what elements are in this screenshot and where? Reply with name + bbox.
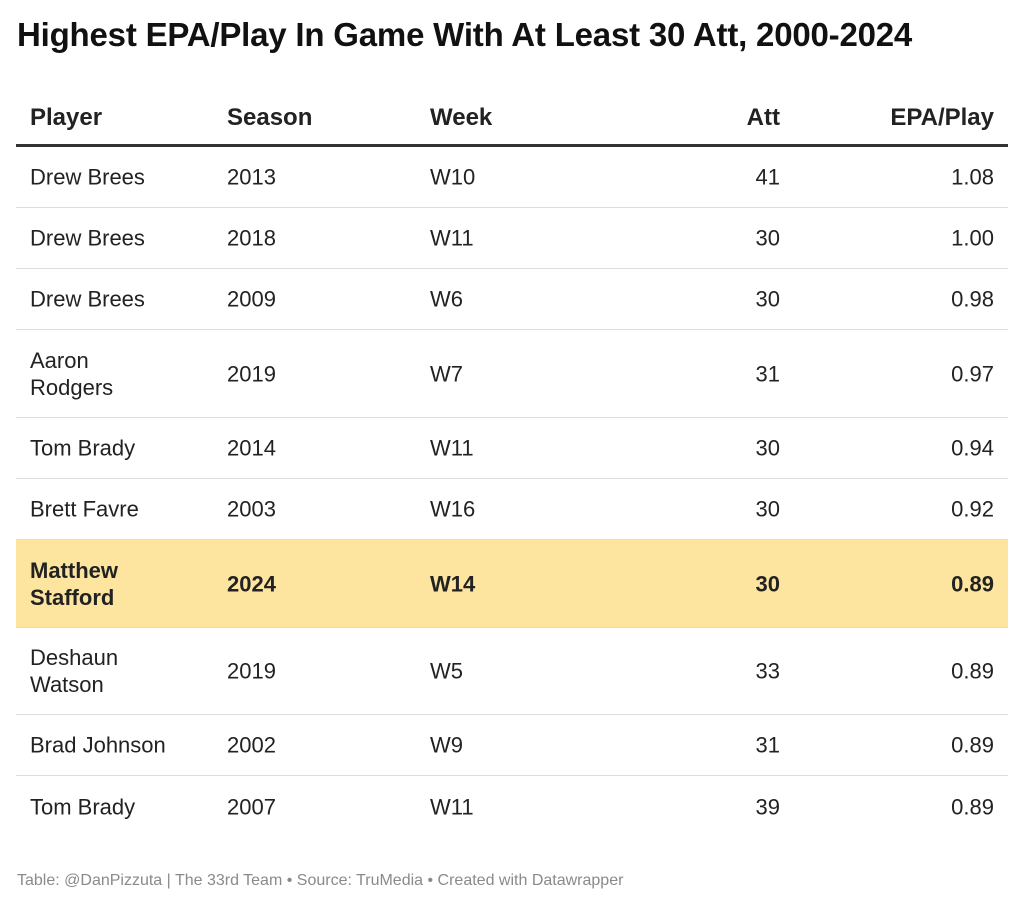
cell-epa-play: 0.98 (951, 286, 994, 312)
cell-player: Deshaun Watson (30, 645, 119, 697)
cell-season: 2024 (227, 571, 276, 596)
cell-att: 31 (755, 361, 780, 386)
cell-season: 2007 (227, 794, 276, 819)
cell-att: 30 (755, 496, 780, 522)
table-row: Drew Brees 2013 W10 41 1.08 (16, 147, 1008, 208)
cell-att: 30 (755, 435, 780, 461)
header-att[interactable]: Att (746, 104, 780, 131)
cell-week: W11 (430, 225, 474, 251)
table-header: Player Season Week Att EPA/Play (16, 88, 1008, 147)
cell-player: Drew Brees (30, 286, 145, 312)
cell-epa-play: 0.94 (951, 435, 994, 461)
cell-player: Aaron Rodgers (30, 347, 114, 400)
cell-player: Brad Johnson (30, 732, 166, 758)
cell-season: 2013 (227, 164, 276, 190)
cell-player: Tom Brady (30, 794, 136, 819)
cell-att: 41 (755, 164, 780, 190)
cell-att: 33 (755, 658, 780, 684)
cell-epa-play: 0.89 (951, 571, 994, 596)
cell-season: 2009 (227, 286, 276, 312)
cell-week: W14 (430, 571, 476, 596)
cell-epa-play: 0.89 (951, 732, 994, 758)
cell-att: 30 (755, 225, 780, 251)
table-row: Aaron Rodgers 2019 W7 31 0.97 (16, 330, 1008, 418)
header-epa-play[interactable]: EPA/Play (890, 104, 994, 131)
cell-week: W11 (430, 435, 474, 461)
table-row: Brad Johnson 2002 W9 31 0.89 (16, 715, 1008, 776)
cell-player: Tom Brady (30, 435, 136, 461)
table-row: Deshaun Watson 2019 W5 33 0.89 (16, 628, 1008, 715)
cell-week: W5 (430, 658, 463, 684)
cell-epa-play: 1.00 (951, 225, 994, 251)
cell-season: 2003 (227, 496, 276, 522)
cell-week: W10 (430, 164, 476, 190)
table-row: Drew Brees 2009 W6 30 0.98 (16, 269, 1008, 330)
table-row: Tom Brady 2007 W11 39 0.89 (16, 776, 1008, 837)
cell-season: 2018 (227, 225, 276, 251)
cell-season: 2002 (227, 732, 276, 758)
cell-week: W7 (430, 361, 463, 386)
cell-epa-play: 0.97 (951, 361, 994, 386)
table-row-highlighted: Matthew Stafford 2024 W14 30 0.89 (16, 540, 1008, 628)
cell-att: 31 (755, 732, 780, 758)
source-credit: Table: @DanPizzuta | The 33rd Team • Sou… (17, 872, 624, 889)
cell-epa-play: 0.89 (951, 794, 994, 819)
cell-epa-play: 0.89 (951, 658, 994, 684)
cell-att: 30 (755, 571, 780, 596)
cell-player: Drew Brees (30, 225, 145, 251)
cell-week: W11 (430, 794, 474, 819)
cell-epa-play: 0.92 (951, 496, 994, 522)
cell-season: 2019 (227, 361, 276, 386)
cell-epa-play: 1.08 (951, 164, 994, 190)
cell-att: 30 (755, 286, 780, 312)
cell-season: 2019 (227, 658, 276, 684)
table-row: Drew Brees 2018 W11 30 1.00 (16, 208, 1008, 269)
header-player[interactable]: Player (30, 104, 103, 131)
cell-player: Drew Brees (30, 164, 145, 190)
chart-title: Highest EPA/Play In Game With At Least 3… (17, 16, 913, 53)
cell-season: 2014 (227, 435, 276, 461)
cell-week: W9 (430, 732, 463, 758)
cell-week: W16 (430, 496, 476, 522)
header-season[interactable]: Season (227, 104, 313, 131)
cell-week: W6 (430, 286, 463, 312)
data-table: Player Season Week Att EPA/Play Drew Bre… (16, 88, 1008, 837)
cell-player: Brett Favre (30, 496, 139, 522)
header-week[interactable]: Week (430, 104, 493, 131)
cell-player: Matthew Stafford (30, 557, 118, 610)
cell-att: 39 (755, 794, 780, 819)
table-row: Tom Brady 2014 W11 30 0.94 (16, 418, 1008, 479)
table-row: Brett Favre 2003 W16 30 0.92 (16, 479, 1008, 540)
